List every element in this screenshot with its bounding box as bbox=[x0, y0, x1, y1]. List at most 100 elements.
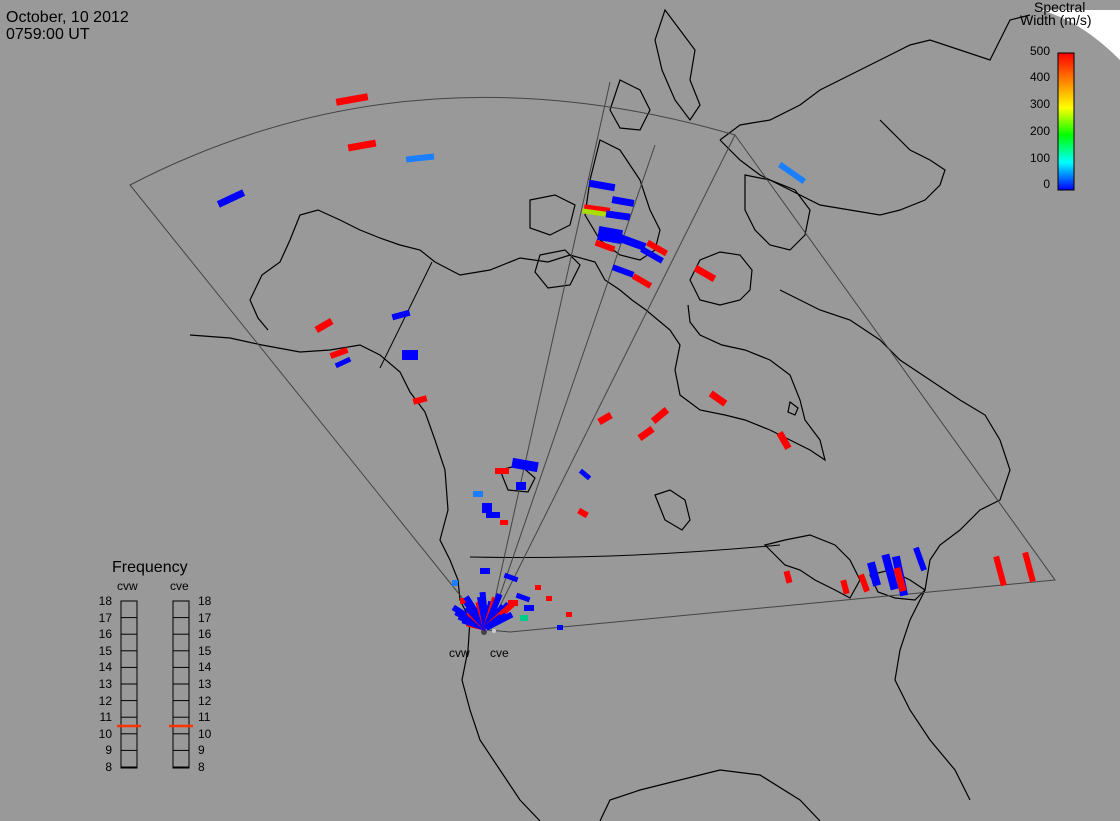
echo-cell bbox=[637, 426, 655, 441]
site-cve-marker bbox=[492, 629, 496, 633]
freq-scale-label-right: 12 bbox=[198, 693, 212, 708]
echo-cell bbox=[511, 457, 539, 473]
date-label: October, 10 2012 bbox=[6, 9, 129, 26]
echo-cell bbox=[334, 356, 352, 369]
echo-cell bbox=[605, 210, 631, 221]
echo-cell bbox=[329, 347, 349, 359]
echo-cell bbox=[913, 546, 927, 572]
freq-scale-label-left: 16 bbox=[98, 627, 112, 642]
echo-cell bbox=[993, 555, 1007, 587]
freq-scale-label-right: 9 bbox=[198, 743, 205, 758]
colorbar-tick: 0 bbox=[1043, 177, 1050, 191]
echo-cell bbox=[314, 317, 334, 334]
echo-cell bbox=[391, 309, 411, 321]
freq-scale-label-right: 18 bbox=[198, 594, 212, 608]
freq-scale-label-right: 15 bbox=[198, 643, 212, 658]
colorbar-tick: 500 bbox=[1029, 44, 1050, 58]
site-label-cve: cve bbox=[490, 646, 509, 660]
freq-radar-label-cve: cve bbox=[170, 579, 189, 593]
echo-cell bbox=[840, 579, 850, 595]
echo-cell bbox=[503, 572, 519, 583]
freq-scale-label-left: 15 bbox=[98, 643, 112, 658]
echo-cell bbox=[631, 273, 653, 289]
echo-cell bbox=[452, 580, 458, 586]
echo-cell bbox=[480, 568, 490, 574]
echo-cell bbox=[650, 407, 670, 424]
freq-scale-label-left: 8 bbox=[105, 760, 112, 774]
echo-cell bbox=[520, 615, 528, 621]
echo-cell bbox=[460, 598, 468, 604]
echo-cell bbox=[524, 605, 534, 611]
colorbar-tick: 400 bbox=[1029, 70, 1050, 84]
echo-cell bbox=[566, 612, 572, 617]
echo-cell bbox=[557, 625, 563, 630]
colorbar-tick: 200 bbox=[1029, 124, 1050, 138]
echo-fan bbox=[484, 611, 514, 631]
freq-scale-label-left: 12 bbox=[98, 693, 112, 708]
echo-cell bbox=[881, 553, 899, 591]
colorbar-title-line2: Width (m/s) bbox=[1020, 12, 1092, 28]
echo-cell bbox=[577, 507, 589, 519]
echo-cells bbox=[216, 93, 1036, 631]
echo-cell bbox=[405, 153, 435, 163]
echo-cell bbox=[867, 561, 881, 587]
echo-cell bbox=[402, 350, 418, 360]
freq-scale-label-right: 11 bbox=[198, 710, 211, 725]
frequency-ticks bbox=[121, 600, 189, 768]
echo-cell bbox=[776, 430, 792, 451]
echo-cell bbox=[858, 573, 870, 593]
echo-cell bbox=[640, 246, 664, 264]
echo-cell bbox=[594, 239, 616, 253]
freq-scale-label-right: 8 bbox=[198, 760, 205, 774]
freq-scale-label-right: 16 bbox=[198, 627, 212, 642]
echo-cell bbox=[893, 567, 907, 592]
colorbar-tick: 300 bbox=[1029, 97, 1050, 111]
freq-scale-label-left: 13 bbox=[98, 677, 112, 691]
echo-cell bbox=[615, 233, 647, 251]
site-cvw-marker bbox=[481, 629, 487, 635]
freq-scale-label-right: 10 bbox=[198, 726, 212, 741]
echo-cell bbox=[473, 491, 483, 497]
site-label-cvw: cvw bbox=[449, 646, 470, 660]
colorbar-title-line1: Spectral bbox=[1034, 0, 1086, 15]
radar-fov bbox=[129, 81, 1056, 633]
freq-scale-label-left: 11 bbox=[99, 710, 112, 725]
echo-cell bbox=[693, 264, 717, 283]
freq-scale-label-right: 14 bbox=[198, 660, 212, 675]
colorbar-scale bbox=[1057, 52, 1075, 191]
echo-cell bbox=[783, 570, 793, 584]
frequency-title: Frequency bbox=[112, 559, 188, 576]
echo-cell bbox=[515, 592, 531, 603]
echo-cell bbox=[708, 390, 728, 407]
freq-scale-label-left: 17 bbox=[98, 610, 112, 625]
freq-scale-label-left: 10 bbox=[98, 726, 112, 741]
colorbar-tick: 100 bbox=[1029, 151, 1050, 165]
echo-cell bbox=[578, 468, 592, 481]
echo-cell bbox=[500, 520, 508, 525]
freq-scale-label-right: 17 bbox=[198, 610, 212, 625]
freq-radar-label-cvw: cvw bbox=[117, 579, 138, 593]
echo-cell bbox=[412, 395, 428, 405]
echo-cell bbox=[645, 239, 669, 257]
echo-cell bbox=[216, 189, 246, 208]
time-label: 0759:00 UT bbox=[6, 26, 90, 43]
echo-cell bbox=[1022, 551, 1036, 583]
echo-cell bbox=[611, 264, 635, 278]
echo-cell bbox=[581, 208, 607, 217]
freq-scale-label-left: 18 bbox=[98, 594, 112, 608]
echo-cell bbox=[546, 596, 552, 601]
map-horizon-corner bbox=[1040, 10, 1120, 60]
echo-cell bbox=[482, 503, 492, 513]
echo-cell bbox=[588, 179, 616, 192]
echo-cell bbox=[777, 161, 807, 185]
echo-cell bbox=[486, 512, 500, 518]
freq-scale-label-right: 13 bbox=[198, 677, 212, 691]
echo-cell bbox=[335, 93, 369, 106]
freq-scale-label-left: 14 bbox=[98, 660, 112, 675]
freq-scale-label-left: 9 bbox=[105, 743, 112, 758]
echo-cell bbox=[597, 411, 613, 426]
echo-cell bbox=[611, 196, 635, 207]
echo-cell bbox=[535, 585, 541, 590]
